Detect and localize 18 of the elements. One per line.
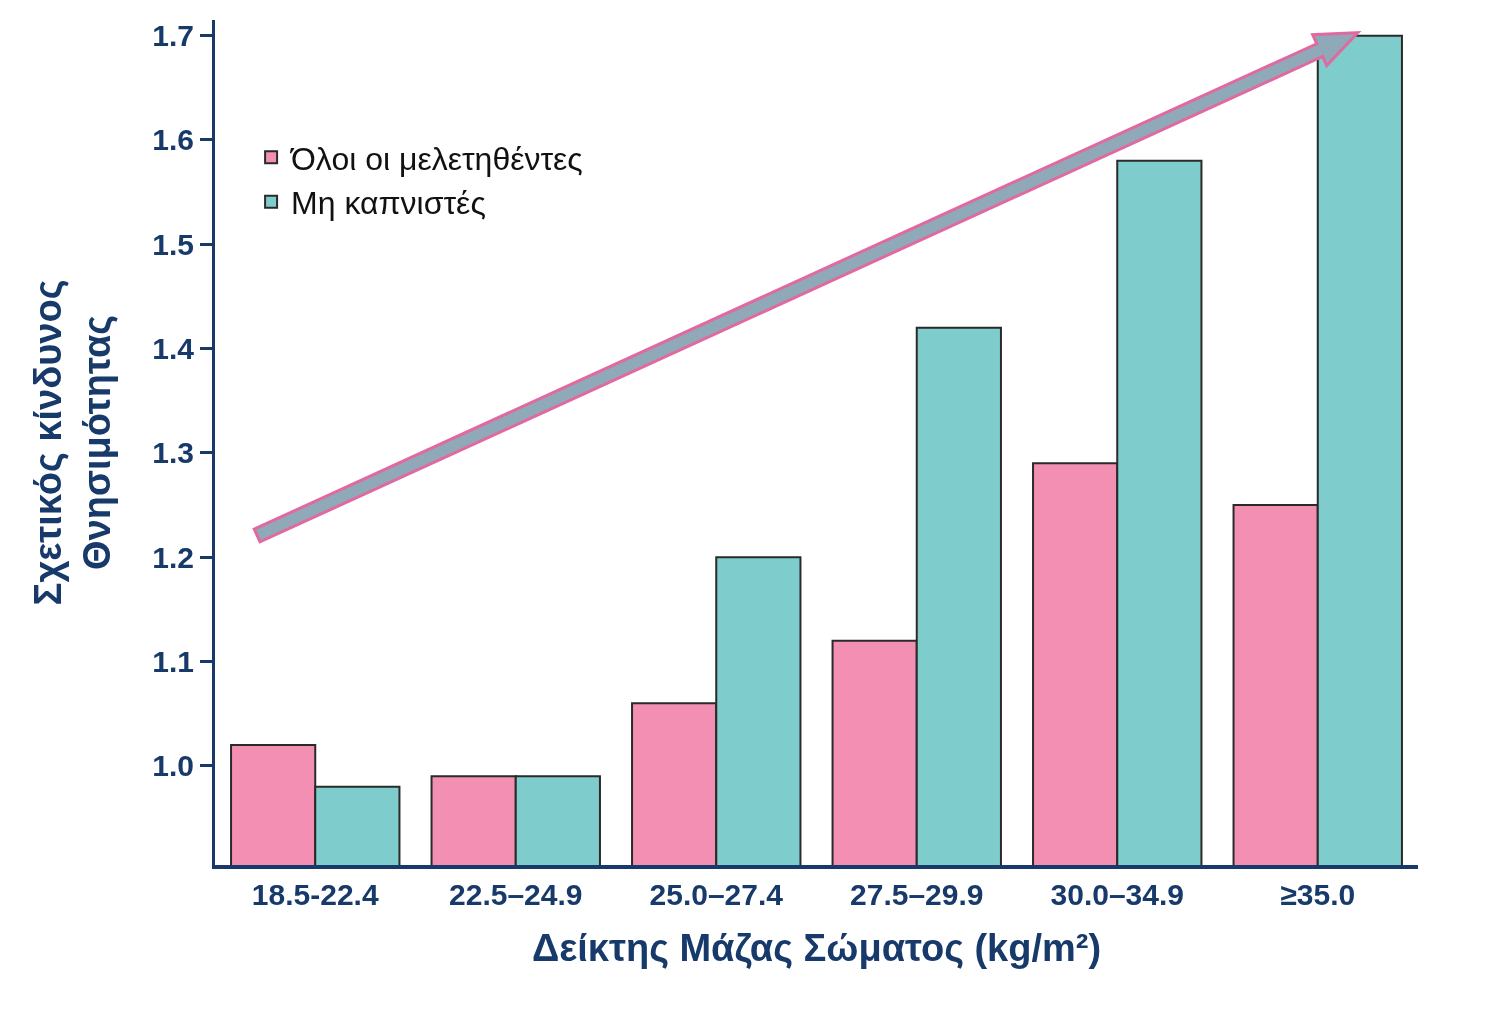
x-tick-label: 18.5-22.4: [251, 878, 379, 911]
x-axis-title: Δείκτης Μάζας Σώματος (kg/m²): [531, 926, 1102, 969]
y-tick-label: 1.1: [152, 645, 194, 679]
x-tick-label: ≥35.0: [1280, 878, 1356, 911]
legend-label: Μη καπνιστές: [291, 185, 486, 222]
y-tick-label: 1.3: [152, 436, 194, 470]
y-tick-label: 1.7: [152, 19, 194, 53]
y-tick-label: 1.6: [152, 123, 194, 157]
y-tick-label: 1.2: [152, 540, 194, 574]
y-tick-label: 1.0: [152, 749, 194, 783]
x-tick-label: 30.0–34.9: [1050, 878, 1184, 911]
y-tick-label: 1.5: [152, 227, 194, 261]
x-tick-label: 27.5–29.9: [850, 878, 984, 911]
x-tick-label: 25.0–27.4: [649, 878, 784, 911]
y-tick-label: 1.4: [152, 332, 195, 366]
y-axis-title: Σχετικός κίνδυνος Θνησιμότητας: [27, 279, 119, 606]
legend-label: Όλοι οι μελετηθέντες: [289, 140, 583, 177]
x-tick-label: 22.5–24.9: [449, 878, 583, 911]
